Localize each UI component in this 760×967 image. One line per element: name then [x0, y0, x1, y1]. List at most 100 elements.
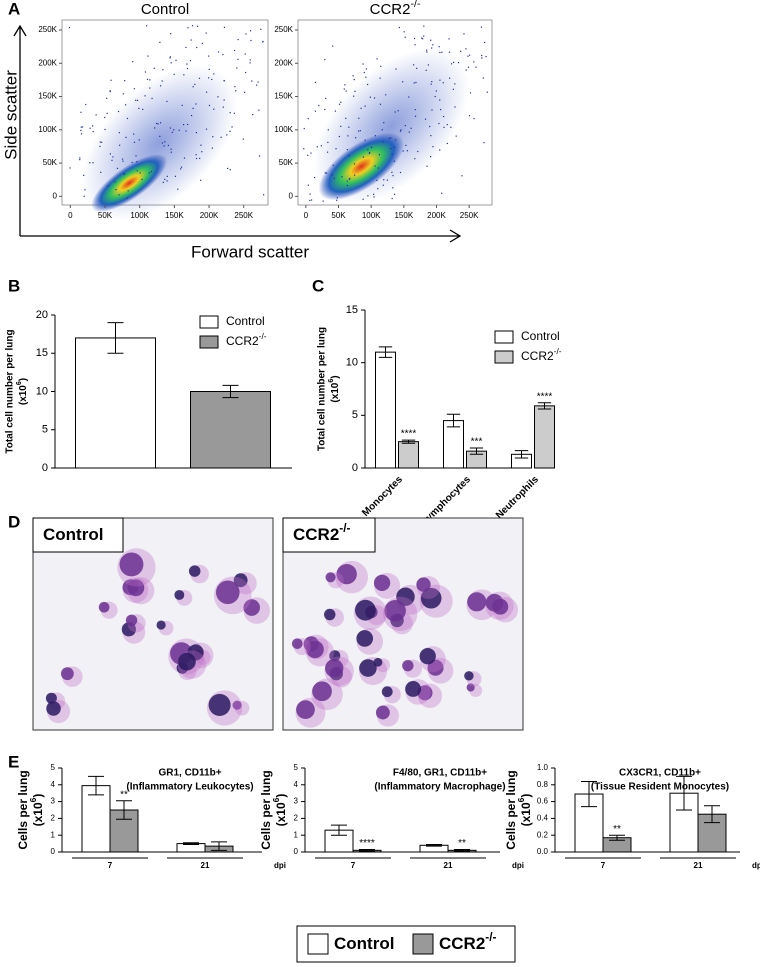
event-dot [173, 129, 175, 131]
event-dot [403, 31, 405, 33]
event-dot [452, 88, 455, 90]
cell [356, 630, 374, 647]
event-dot [380, 65, 382, 67]
y-tick-label: 20 [36, 309, 48, 321]
y-tick-label: 0.4 [537, 814, 549, 823]
event-dot [124, 104, 127, 106]
event-dot [164, 178, 166, 180]
event-dot [423, 35, 425, 37]
event-dot [390, 137, 392, 139]
x-tick-label: 0 [68, 211, 73, 220]
event-dot [430, 83, 432, 85]
x-tick-label: 21 [201, 861, 210, 870]
chart-subtitle: (Tissue Resident Monocytes) [591, 782, 729, 793]
event-dot [122, 93, 124, 95]
event-dot [365, 76, 367, 78]
event-dot [159, 122, 162, 124]
event-dot [217, 51, 220, 53]
y-axis-unit-part: 6 [16, 381, 23, 385]
event-dot [348, 126, 350, 128]
event-dot [310, 199, 313, 201]
event-dot [118, 194, 120, 196]
legend-label: CCR2-/- [226, 331, 267, 348]
event-dot [178, 129, 180, 131]
error-bar [378, 346, 393, 358]
cell [359, 659, 377, 677]
y-tick-label: 4 [294, 780, 299, 789]
event-dot [150, 170, 153, 173]
event-dot [383, 122, 385, 124]
x-axis-label: Forward scatter [191, 242, 309, 261]
event-dot [381, 129, 383, 131]
event-dot [366, 83, 369, 86]
cell [296, 700, 315, 719]
legend-label-part: -/- [554, 346, 562, 356]
event-dot [314, 81, 317, 83]
event-dot [355, 137, 357, 139]
event-dot [170, 148, 172, 150]
micrograph [32, 517, 274, 731]
event-dot [326, 151, 329, 153]
event-dot [353, 163, 356, 165]
legend-label: Control [334, 934, 394, 953]
event-dot [183, 123, 185, 126]
event-dot [343, 88, 345, 90]
event-dot [374, 165, 376, 167]
cell [381, 686, 393, 698]
y-tick-label: 100K [38, 125, 57, 134]
error-bar [704, 805, 720, 824]
y-axis-unit-part: ) [330, 375, 341, 378]
event-dot [244, 53, 246, 55]
cell [174, 589, 185, 600]
event-dot [121, 158, 124, 160]
error-bar [426, 843, 442, 847]
chart-title: F4/80, GR1, CD11b+ [393, 768, 487, 779]
y-tick-label: 250K [38, 25, 57, 34]
event-dot [414, 158, 416, 160]
significance: ** [458, 838, 466, 849]
y-axis-label: Side scatter [1, 70, 20, 160]
event-dot [146, 78, 149, 80]
event-dot [166, 175, 168, 177]
y-tick-label: 200K [38, 58, 57, 67]
event-dot [159, 41, 161, 43]
event-dot [348, 155, 350, 157]
significance: ** [120, 789, 128, 800]
event-dot [117, 110, 120, 113]
event-dot [83, 174, 85, 176]
event-dot [360, 107, 362, 109]
event-dot [249, 30, 252, 32]
event-dot [112, 156, 114, 158]
x-tick-label: 100K [130, 211, 149, 220]
y-axis-unit-part: (x10 [31, 802, 45, 826]
event-dot [378, 154, 381, 156]
event-dot [439, 51, 441, 54]
legend-label-part: CCR2 [439, 934, 485, 953]
event-dot [376, 58, 378, 60]
bar [375, 351, 396, 469]
event-dot [441, 51, 443, 53]
event-dot [346, 149, 348, 151]
event-dot [186, 123, 189, 126]
event-dot [443, 126, 445, 128]
bar [75, 337, 156, 469]
event-dot [316, 146, 318, 148]
cell [60, 667, 74, 681]
event-dot [191, 25, 194, 27]
event-dot [92, 130, 94, 133]
event-dot [208, 77, 210, 79]
event-dot [122, 173, 125, 175]
y-axis-unit: (x106) [516, 794, 533, 827]
event-dot [223, 26, 226, 28]
cell [420, 587, 442, 609]
event-dot [157, 123, 159, 125]
cell [464, 671, 474, 681]
event-dot [303, 148, 305, 150]
event-dot [83, 195, 85, 197]
cell [243, 599, 260, 616]
event-dot [104, 128, 106, 131]
x-tick-label: 50K [98, 211, 113, 220]
event-dot [141, 178, 143, 181]
event-dot [454, 106, 456, 108]
micrograph-label-part: CCR2 [293, 525, 339, 544]
